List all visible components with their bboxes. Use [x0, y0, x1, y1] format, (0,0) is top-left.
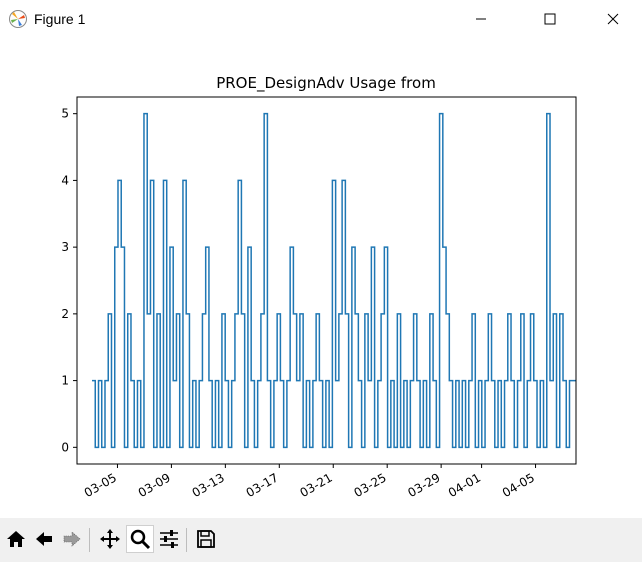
plot-area[interactable]: 0 1 2 3 4 5 03-05 03-09 03-13 03-17 03-21 03-25 03-2… — [61, 107, 576, 500]
y-tick-label: 2 — [61, 307, 69, 321]
home-icon — [7, 531, 25, 547]
toolbar-separator — [186, 528, 187, 552]
zoom-button[interactable] — [126, 525, 154, 553]
save-button[interactable] — [193, 526, 219, 552]
x-tick-label: 03-21 — [298, 470, 335, 500]
chart-title: PROE_DesignAdv Usage from — [216, 74, 436, 93]
matplotlib-figure-icon — [9, 10, 27, 28]
y-tick-label: 0 — [61, 440, 69, 454]
figure-canvas[interactable]: PROE_DesignAdv Usage from 0 1 2 3 4 5 03-05 03-… — [0, 38, 642, 518]
close-icon — [607, 13, 619, 25]
toolbar-separator — [89, 528, 90, 552]
y-tick-label: 5 — [61, 107, 69, 121]
axes-frame — [76, 96, 577, 465]
maximize-icon — [544, 13, 556, 25]
x-tick-label: 03-29 — [405, 470, 442, 500]
x-tick-label: 03-25 — [351, 470, 388, 500]
y-tick-label: 3 — [61, 240, 69, 254]
navigation-toolbar — [0, 518, 642, 562]
usage-chart[interactable]: PROE_DesignAdv Usage from 0 1 2 3 4 5 03-05 03-… — [0, 38, 642, 518]
x-tick-label: 03-09 — [136, 470, 173, 500]
move-icon — [100, 529, 120, 549]
close-button[interactable] — [590, 0, 636, 38]
pan-button[interactable] — [97, 526, 123, 552]
window-titlebar: Figure 1 — [0, 0, 642, 38]
y-tick-label: 1 — [61, 374, 69, 388]
maximize-button[interactable] — [527, 0, 573, 38]
window-title: Figure 1 — [34, 11, 86, 27]
x-tick-label: 03-17 — [244, 470, 281, 500]
floppy-disk-icon — [197, 530, 215, 548]
x-tick-label: 03-13 — [190, 470, 227, 500]
zoom-magnifier-icon — [130, 529, 151, 550]
forward-arrow-icon — [63, 531, 81, 547]
configure-subplots-button[interactable] — [156, 526, 182, 552]
y-tick-label: 4 — [61, 173, 69, 187]
x-tick-label: 04-05 — [500, 470, 537, 500]
home-button[interactable] — [3, 526, 29, 552]
minimize-button[interactable] — [458, 0, 504, 38]
forward-button[interactable] — [59, 526, 85, 552]
minimize-icon — [476, 18, 486, 20]
back-arrow-icon — [36, 532, 52, 546]
back-button[interactable] — [31, 526, 57, 552]
sliders-icon — [160, 530, 178, 548]
x-tick-label: 03-05 — [82, 470, 119, 500]
usage-series-line — [92, 112, 576, 449]
x-tick-label: 04-01 — [446, 470, 483, 500]
